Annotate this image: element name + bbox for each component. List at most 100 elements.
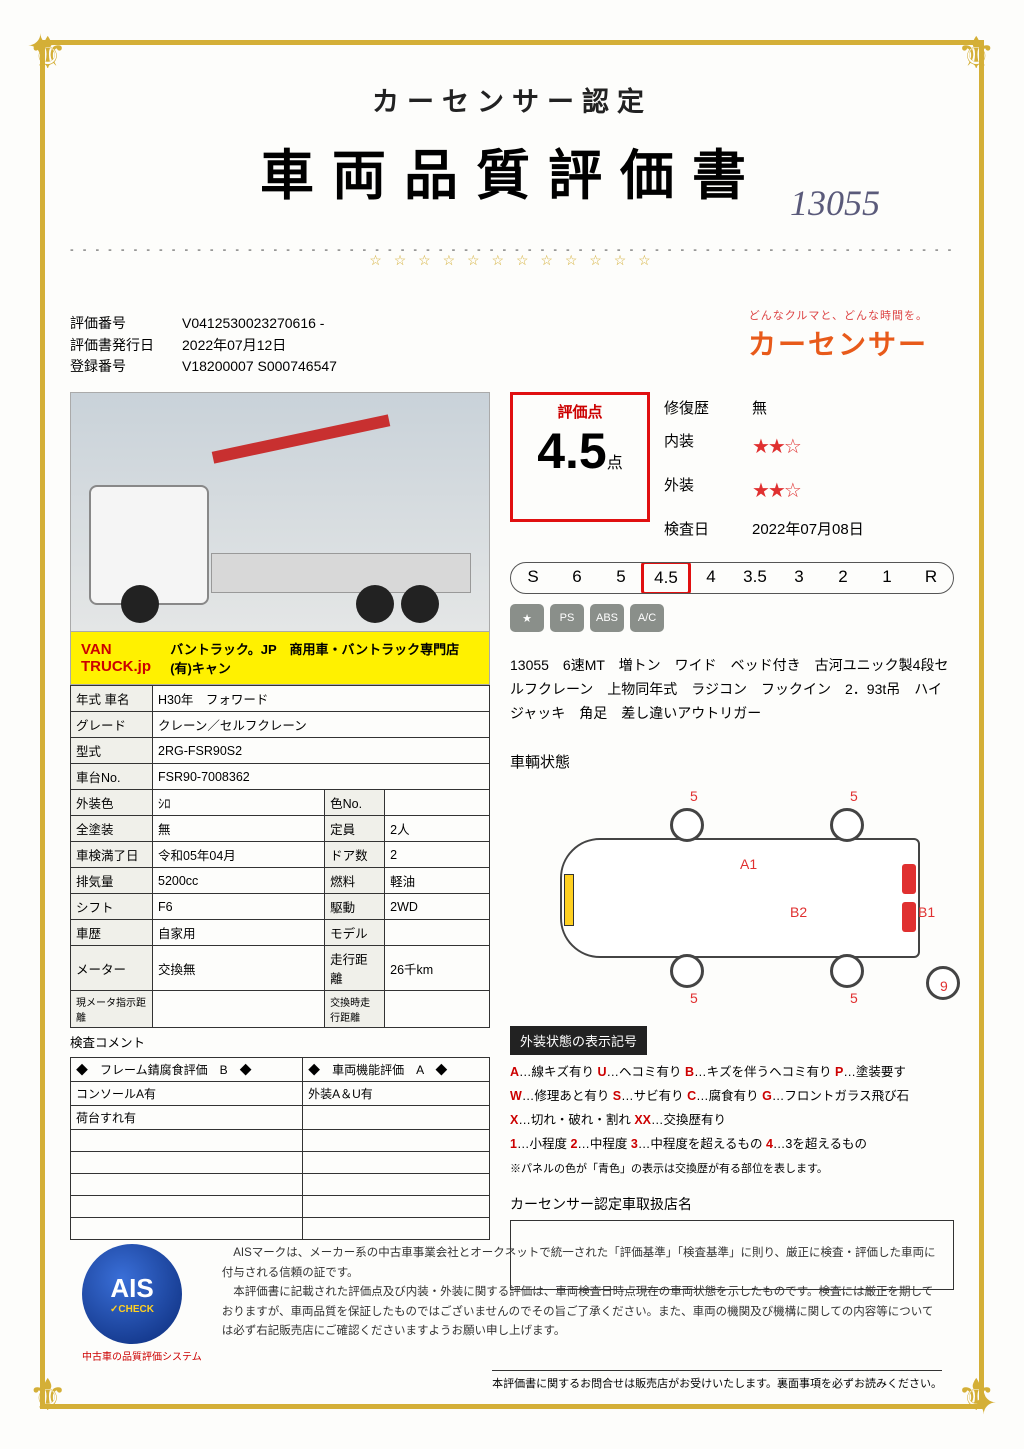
spec-label: 走行距離 bbox=[325, 946, 385, 991]
legend-key: C bbox=[687, 1089, 696, 1103]
legend-key: W bbox=[510, 1089, 522, 1103]
fleur-icon: ⚜ bbox=[28, 1370, 67, 1421]
diagram-title: 車輌状態 bbox=[510, 751, 954, 772]
damage-mark: 5 bbox=[850, 788, 858, 804]
legend-title: 外装状態の表示記号 bbox=[510, 1026, 647, 1055]
right-column: 評価点 4.5点 修復歴無 内装★★☆ 外装★★☆ 検査日2022年07月08日… bbox=[510, 392, 954, 1290]
scale-item: 2 bbox=[821, 563, 865, 593]
tire-icon bbox=[670, 808, 704, 842]
check-cell: コンソールA有 bbox=[71, 1082, 303, 1106]
spec-value bbox=[385, 790, 490, 816]
damage-mark: 5 bbox=[690, 788, 698, 804]
spec-value bbox=[385, 991, 490, 1028]
spec-label: メーター bbox=[71, 946, 153, 991]
spec-label: 型式 bbox=[71, 738, 153, 764]
legend-key: XX bbox=[634, 1113, 651, 1127]
spec-value bbox=[153, 991, 325, 1028]
spec-value: 2WD bbox=[385, 894, 490, 920]
check-cell bbox=[71, 1218, 303, 1240]
legend-key: S bbox=[613, 1089, 621, 1103]
check-cell bbox=[303, 1196, 490, 1218]
spec-label: 車歴 bbox=[71, 920, 153, 946]
spec-label: ドア数 bbox=[325, 842, 385, 868]
spec-value: 5200cc bbox=[153, 868, 325, 894]
badge-icon: ABS bbox=[590, 604, 624, 632]
legend-text: …中程度を超えるもの bbox=[638, 1137, 766, 1151]
score-unit: 点 bbox=[607, 455, 623, 472]
check-cell bbox=[303, 1106, 490, 1130]
legend-body: A…線キズ有り U…ヘコミ有り B…キズを伴うヘコミ有り P…塗装要す W…修理… bbox=[510, 1061, 954, 1156]
vehicle-diagram: 55A1B2B1559 bbox=[510, 778, 954, 1018]
spec-label: 交換時走行距離 bbox=[325, 991, 385, 1028]
spec-value: 2 bbox=[385, 842, 490, 868]
spec-label: 外装色 bbox=[71, 790, 153, 816]
brand-block: どんなクルマと、どんな時間を。 カーセンサー bbox=[748, 307, 928, 363]
tire-icon bbox=[830, 954, 864, 988]
check-cell: ◆ 車両機能評価 A ◆ bbox=[303, 1058, 490, 1082]
fleur-icon: ⚜ bbox=[957, 1370, 996, 1421]
scale-item: R bbox=[909, 563, 953, 593]
legend-key: U bbox=[598, 1065, 607, 1079]
badge-icon: A/C bbox=[630, 604, 664, 632]
check-cell bbox=[303, 1218, 490, 1240]
spec-value: 自家用 bbox=[153, 920, 325, 946]
spec-label: 全塗装 bbox=[71, 816, 153, 842]
score-value: 4.5 bbox=[537, 423, 607, 479]
spec-value: FSR90-7008362 bbox=[153, 764, 490, 790]
score-key: 検査日 bbox=[664, 513, 730, 546]
legend-text: …3を超えるもの bbox=[773, 1137, 867, 1151]
damage-mark: A1 bbox=[740, 856, 757, 872]
damage-mark: 5 bbox=[850, 990, 858, 1006]
check-cell bbox=[71, 1196, 303, 1218]
brand-logo: カーセンサー bbox=[748, 323, 928, 363]
legend-text: …フロントガラス飛び石 bbox=[772, 1089, 909, 1103]
spec-value: ｼﾛ bbox=[153, 790, 325, 816]
spec-value: H30年 フォワード bbox=[153, 686, 490, 712]
legend-text: …キズを伴うヘコミ有り bbox=[694, 1065, 835, 1079]
spec-value: 2人 bbox=[385, 816, 490, 842]
issue-date-label: 評価書発行日 bbox=[70, 335, 182, 357]
subtitle: カーセンサー認定 bbox=[70, 80, 954, 119]
badge-icon: PS bbox=[550, 604, 584, 632]
check-table: ◆ フレーム錆腐食評価 B ◆◆ 車両機能評価 A ◆ コンソールA有外装A＆U… bbox=[70, 1057, 490, 1240]
fleur-icon: ⚜ bbox=[28, 28, 67, 79]
legend-text: …小程度 bbox=[517, 1137, 570, 1151]
spec-value bbox=[385, 920, 490, 946]
check-cell: 荷台すれ有 bbox=[71, 1106, 303, 1130]
footer: AIS ✓CHECK 中古車の品質評価システム AISマークは、メーカー系の中古… bbox=[82, 1244, 942, 1363]
ais-block: AIS ✓CHECK 中古車の品質評価システム bbox=[82, 1244, 202, 1363]
score-key: 内装 bbox=[664, 425, 730, 469]
fleur-icon: ⚜ bbox=[957, 28, 996, 79]
check-cell bbox=[71, 1130, 303, 1152]
spec-value: 26千km bbox=[385, 946, 490, 991]
spec-label: 排気量 bbox=[71, 868, 153, 894]
left-column: VAN TRUCK.jp バントラック。JP 商用車・バントラック専門店 (有)… bbox=[70, 392, 490, 1290]
spec-value: 無 bbox=[153, 816, 325, 842]
spec-label: モデル bbox=[325, 920, 385, 946]
ais-check: ✓CHECK bbox=[110, 1304, 154, 1315]
spec-value: 軽油 bbox=[385, 868, 490, 894]
damage-mark: B2 bbox=[790, 904, 807, 920]
spec-label: 燃料 bbox=[325, 868, 385, 894]
legend-text: …中程度 bbox=[577, 1137, 630, 1151]
legend-text: …交換歴有り bbox=[651, 1113, 726, 1127]
spec-value: 2RG-FSR90S2 bbox=[153, 738, 490, 764]
score-details: 修復歴無 内装★★☆ 外装★★☆ 検査日2022年07月08日 bbox=[664, 392, 864, 546]
spec-label: 定員 bbox=[325, 816, 385, 842]
spec-value: 交換無 bbox=[153, 946, 325, 991]
interior-stars: ★★☆ bbox=[752, 425, 800, 469]
ais-logo: AIS ✓CHECK bbox=[82, 1244, 182, 1344]
scale-item: 3.5 bbox=[733, 563, 777, 593]
spec-label: 車台No. bbox=[71, 764, 153, 790]
legend-key: 4 bbox=[766, 1137, 773, 1151]
spec-value: クレーン／セルフクレーン bbox=[153, 712, 490, 738]
reg-no-label: 登録番号 bbox=[70, 356, 182, 378]
rating-scale: S654.543.5321R bbox=[510, 562, 954, 594]
check-cell bbox=[303, 1152, 490, 1174]
damage-mark: B1 bbox=[918, 904, 935, 920]
damage-mark: 9 bbox=[940, 978, 948, 994]
eval-no-label: 評価番号 bbox=[70, 313, 182, 335]
scale-item: S bbox=[511, 563, 555, 593]
exterior-stars: ★★☆ bbox=[752, 469, 800, 513]
check-cell: 外装A＆U有 bbox=[303, 1082, 490, 1106]
